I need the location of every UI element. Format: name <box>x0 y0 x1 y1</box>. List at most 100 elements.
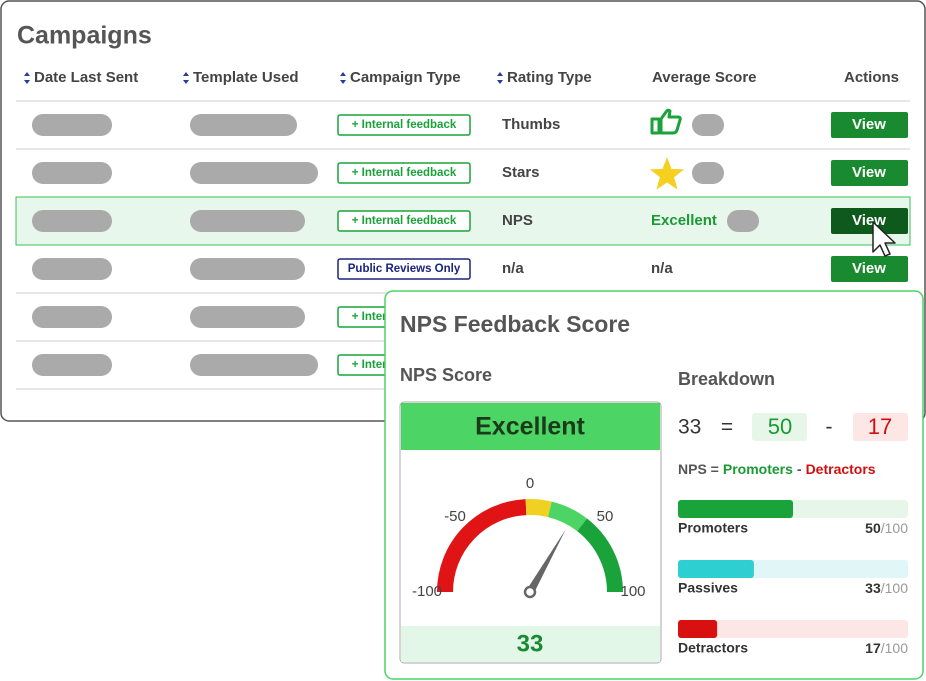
view-label[interactable]: View <box>852 164 886 181</box>
bar-name: Promoters <box>678 520 748 536</box>
template-placeholder <box>190 354 318 376</box>
gauge-tick-label: 100 <box>620 583 645 600</box>
bar <box>678 560 754 578</box>
rating-type: n/a <box>502 260 524 277</box>
sort-icon <box>340 72 346 84</box>
eq-nps: 33 <box>678 416 701 439</box>
gauge-band <box>576 518 623 593</box>
column-header: Average Score <box>652 69 757 86</box>
bar-value: 17/100 <box>865 640 908 656</box>
promoters-box <box>752 413 807 441</box>
bar-name: Passives <box>678 580 738 596</box>
template-placeholder <box>190 258 305 280</box>
view-button[interactable] <box>831 112 908 138</box>
campaign-type: + Internal feedback <box>352 119 457 131</box>
template-placeholder <box>190 210 305 232</box>
needle-hub <box>523 585 537 599</box>
eq-minus: - <box>826 416 833 439</box>
campaign-tag <box>337 114 471 136</box>
campaign-tag <box>337 162 471 184</box>
column-header: Actions <box>844 69 899 86</box>
score-placeholder <box>692 162 724 184</box>
gauge-tick-label: 50 <box>597 508 614 525</box>
nps-score: 33 <box>517 630 544 657</box>
date-placeholder <box>32 354 112 376</box>
template-placeholder <box>190 162 318 184</box>
formula-part: NPS = <box>678 461 719 477</box>
gauge-band <box>437 499 527 593</box>
bar-value-number: 50 <box>865 520 881 536</box>
gauge-needle <box>526 529 566 594</box>
bar-scale: /100 <box>881 520 908 536</box>
gauge: -100 -50 0 50 100 <box>412 475 646 600</box>
rating-type: Stars <box>502 164 540 181</box>
bar-scale: /100 <box>881 580 908 596</box>
score-placeholder <box>692 114 724 136</box>
date-placeholder <box>32 114 112 136</box>
rating-type: Thumbs <box>502 116 560 133</box>
view-button[interactable] <box>831 256 908 282</box>
formula-part: Promoters <box>723 461 793 477</box>
date-placeholder <box>32 306 112 328</box>
template-placeholder <box>190 114 297 136</box>
gauge-tick-label: -50 <box>444 508 466 525</box>
detractors-box <box>853 413 908 441</box>
column-header: Campaign Type <box>350 69 461 86</box>
campaign-tag <box>337 258 471 280</box>
eq-equals: = <box>721 416 733 439</box>
gauge-tick-label: -100 <box>412 583 442 600</box>
campaign-type: + Internal feedback <box>352 167 457 179</box>
bar <box>678 620 718 638</box>
column-header: Template Used <box>193 69 299 86</box>
bar-value-number: 33 <box>865 580 881 596</box>
gauge-header <box>401 403 660 450</box>
gauge-tick-label: 0 <box>526 475 534 492</box>
breakdown-title: Breakdown <box>678 369 775 389</box>
score-title: NPS Score <box>400 365 492 385</box>
formula-part: - <box>797 461 802 477</box>
cursor <box>872 221 896 257</box>
sort-icon <box>183 72 189 84</box>
average-score: n/a <box>651 260 673 277</box>
nps-panel: NPS Feedback Score NPS Score Excellent 3… <box>384 290 924 680</box>
eq-detractors: 17 <box>868 414 892 439</box>
column-header: Rating Type <box>507 69 592 86</box>
gauge-card <box>399 401 662 664</box>
campaign-tag <box>337 210 471 232</box>
campaigns-title: Campaigns <box>17 22 152 50</box>
date-placeholder <box>32 258 112 280</box>
breakdown-bars: Promoters 50/100 Passives 33/100 Detractors 1… <box>678 500 908 656</box>
campaign-type: + Internal feedback <box>352 215 457 227</box>
sort-icon <box>497 72 503 84</box>
bar-scale: /100 <box>881 640 908 656</box>
bar-value: 33/100 <box>865 580 908 596</box>
score-placeholder <box>727 210 759 232</box>
formula-part: Detractors <box>806 461 876 477</box>
column-header: Date Last Sent <box>34 69 138 86</box>
bar-value: 50/100 <box>865 520 908 536</box>
template-placeholder <box>190 306 305 328</box>
date-placeholder <box>32 162 112 184</box>
gauge-band <box>547 501 587 532</box>
star-icon <box>649 157 685 190</box>
bar-value-number: 17 <box>865 640 881 656</box>
view-label[interactable]: View <box>852 116 886 133</box>
thumb-icon <box>650 108 682 135</box>
date-placeholder <box>32 210 112 232</box>
sort-icon <box>24 72 30 84</box>
panel-title: NPS Feedback Score <box>400 311 630 337</box>
bar-name: Detractors <box>678 640 748 656</box>
gauge-footer <box>401 626 660 662</box>
view-button[interactable] <box>831 208 908 234</box>
view-label[interactable]: View <box>852 260 886 277</box>
view-button[interactable] <box>831 160 908 186</box>
bar-track <box>678 620 908 638</box>
average-score: Excellent <box>651 212 717 229</box>
view-label[interactable]: View <box>852 212 886 229</box>
campaign-type: Public Reviews Only <box>348 263 461 275</box>
formula: NPS = Promoters - Detractors <box>678 461 876 477</box>
rating: Excellent <box>475 413 585 441</box>
gauge-band <box>525 499 552 518</box>
